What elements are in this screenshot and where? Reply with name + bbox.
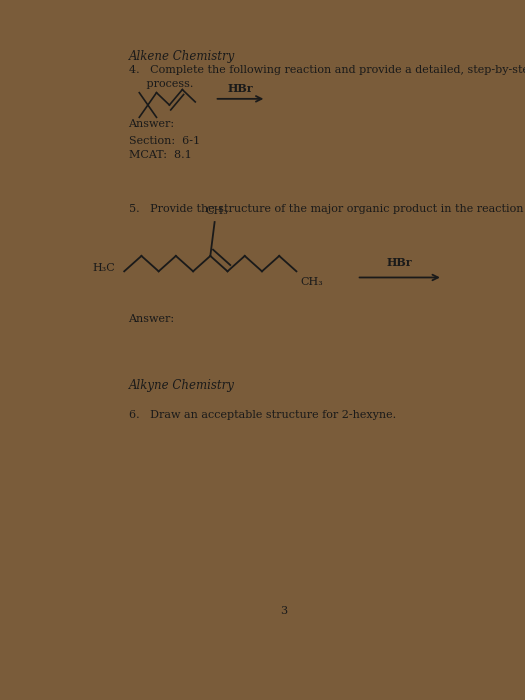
Text: Alkyne Chemistry: Alkyne Chemistry <box>129 379 234 392</box>
Text: CH₃: CH₃ <box>205 206 228 216</box>
Text: HBr: HBr <box>387 257 413 268</box>
Text: 6.   Draw an acceptable structure for 2-hexyne.: 6. Draw an acceptable structure for 2-he… <box>129 410 396 420</box>
Text: 4.   Complete the following reaction and provide a detailed, step-by-step mechan: 4. Complete the following reaction and p… <box>129 65 525 75</box>
Text: HBr: HBr <box>228 83 253 94</box>
Text: Answer:: Answer: <box>129 314 175 324</box>
Text: Section:  6-1: Section: 6-1 <box>129 136 200 146</box>
Text: Answer:: Answer: <box>129 119 175 130</box>
Text: process.: process. <box>129 78 193 88</box>
Text: H₃C: H₃C <box>92 263 114 273</box>
Text: CH₃: CH₃ <box>301 277 323 288</box>
Text: 5.   Provide the structure of the major organic product in the reaction below.: 5. Provide the structure of the major or… <box>129 204 525 214</box>
Text: Alkene Chemistry: Alkene Chemistry <box>129 50 235 62</box>
Text: MCAT:  8.1: MCAT: 8.1 <box>129 150 191 160</box>
Text: 3: 3 <box>280 606 287 616</box>
